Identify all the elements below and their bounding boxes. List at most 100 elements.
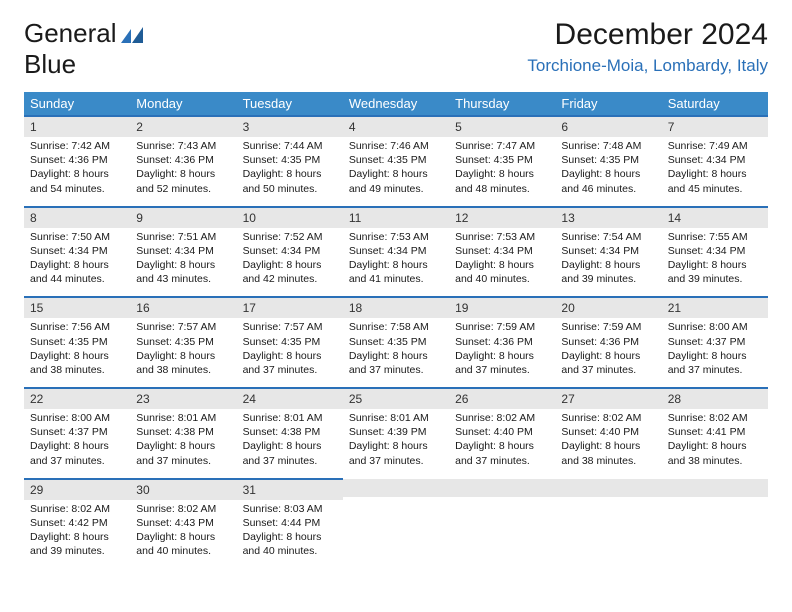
day-number: 21	[662, 298, 768, 318]
day-number: 26	[449, 389, 555, 409]
calendar-day-cell: 7Sunrise: 7:49 AMSunset: 4:34 PMDaylight…	[662, 116, 768, 207]
calendar-day-cell: 18Sunrise: 7:58 AMSunset: 4:35 PMDayligh…	[343, 297, 449, 388]
day-info: Sunrise: 8:02 AMSunset: 4:41 PMDaylight:…	[662, 409, 768, 478]
day-info: Sunrise: 7:43 AMSunset: 4:36 PMDaylight:…	[130, 137, 236, 206]
day-info: Sunrise: 8:02 AMSunset: 4:40 PMDaylight:…	[555, 409, 661, 478]
calendar-day-cell: 24Sunrise: 8:01 AMSunset: 4:38 PMDayligh…	[237, 388, 343, 479]
day-header: Saturday	[662, 92, 768, 116]
calendar-week-row: 15Sunrise: 7:56 AMSunset: 4:35 PMDayligh…	[24, 297, 768, 388]
day-number	[662, 479, 768, 497]
day-number: 12	[449, 208, 555, 228]
day-info: Sunrise: 7:53 AMSunset: 4:34 PMDaylight:…	[343, 228, 449, 297]
calendar-day-cell: 25Sunrise: 8:01 AMSunset: 4:39 PMDayligh…	[343, 388, 449, 479]
day-number: 30	[130, 480, 236, 500]
day-number: 3	[237, 117, 343, 137]
calendar-day-cell: 14Sunrise: 7:55 AMSunset: 4:34 PMDayligh…	[662, 207, 768, 298]
day-info: Sunrise: 7:47 AMSunset: 4:35 PMDaylight:…	[449, 137, 555, 206]
day-number: 23	[130, 389, 236, 409]
day-number	[343, 479, 449, 497]
calendar-day-cell: 30Sunrise: 8:02 AMSunset: 4:43 PMDayligh…	[130, 479, 236, 569]
logo-icon	[121, 26, 143, 42]
calendar-day-cell: 6Sunrise: 7:48 AMSunset: 4:35 PMDaylight…	[555, 116, 661, 207]
day-number: 5	[449, 117, 555, 137]
calendar-day-cell: 3Sunrise: 7:44 AMSunset: 4:35 PMDaylight…	[237, 116, 343, 207]
calendar-week-row: 1Sunrise: 7:42 AMSunset: 4:36 PMDaylight…	[24, 116, 768, 207]
calendar-day-cell	[449, 479, 555, 569]
day-info: Sunrise: 7:50 AMSunset: 4:34 PMDaylight:…	[24, 228, 130, 297]
day-number: 27	[555, 389, 661, 409]
day-number: 29	[24, 480, 130, 500]
calendar-day-cell: 2Sunrise: 7:43 AMSunset: 4:36 PMDaylight…	[130, 116, 236, 207]
day-info: Sunrise: 7:55 AMSunset: 4:34 PMDaylight:…	[662, 228, 768, 297]
calendar-day-cell	[662, 479, 768, 569]
day-info: Sunrise: 8:01 AMSunset: 4:38 PMDaylight:…	[130, 409, 236, 478]
day-header: Sunday	[24, 92, 130, 116]
day-info	[449, 497, 555, 553]
day-number: 28	[662, 389, 768, 409]
day-info: Sunrise: 8:02 AMSunset: 4:40 PMDaylight:…	[449, 409, 555, 478]
day-info: Sunrise: 8:01 AMSunset: 4:38 PMDaylight:…	[237, 409, 343, 478]
calendar-day-cell: 19Sunrise: 7:59 AMSunset: 4:36 PMDayligh…	[449, 297, 555, 388]
day-info: Sunrise: 7:53 AMSunset: 4:34 PMDaylight:…	[449, 228, 555, 297]
day-number: 31	[237, 480, 343, 500]
day-header: Monday	[130, 92, 236, 116]
calendar-week-row: 8Sunrise: 7:50 AMSunset: 4:34 PMDaylight…	[24, 207, 768, 298]
calendar-day-cell	[555, 479, 661, 569]
day-number: 8	[24, 208, 130, 228]
day-info	[555, 497, 661, 553]
calendar-day-cell: 8Sunrise: 7:50 AMSunset: 4:34 PMDaylight…	[24, 207, 130, 298]
day-info	[662, 497, 768, 553]
calendar-week-row: 29Sunrise: 8:02 AMSunset: 4:42 PMDayligh…	[24, 479, 768, 569]
day-number: 22	[24, 389, 130, 409]
day-info: Sunrise: 7:49 AMSunset: 4:34 PMDaylight:…	[662, 137, 768, 206]
day-info: Sunrise: 7:48 AMSunset: 4:35 PMDaylight:…	[555, 137, 661, 206]
day-header-row: SundayMondayTuesdayWednesdayThursdayFrid…	[24, 92, 768, 116]
day-number: 16	[130, 298, 236, 318]
calendar-day-cell: 4Sunrise: 7:46 AMSunset: 4:35 PMDaylight…	[343, 116, 449, 207]
calendar-day-cell: 13Sunrise: 7:54 AMSunset: 4:34 PMDayligh…	[555, 207, 661, 298]
day-number: 10	[237, 208, 343, 228]
day-number: 11	[343, 208, 449, 228]
calendar-day-cell: 9Sunrise: 7:51 AMSunset: 4:34 PMDaylight…	[130, 207, 236, 298]
calendar-day-cell: 11Sunrise: 7:53 AMSunset: 4:34 PMDayligh…	[343, 207, 449, 298]
day-info: Sunrise: 8:03 AMSunset: 4:44 PMDaylight:…	[237, 500, 343, 569]
calendar-day-cell: 16Sunrise: 7:57 AMSunset: 4:35 PMDayligh…	[130, 297, 236, 388]
day-header: Friday	[555, 92, 661, 116]
day-info: Sunrise: 7:56 AMSunset: 4:35 PMDaylight:…	[24, 318, 130, 387]
calendar-day-cell: 15Sunrise: 7:56 AMSunset: 4:35 PMDayligh…	[24, 297, 130, 388]
calendar-day-cell: 27Sunrise: 8:02 AMSunset: 4:40 PMDayligh…	[555, 388, 661, 479]
day-number: 6	[555, 117, 661, 137]
day-info: Sunrise: 7:54 AMSunset: 4:34 PMDaylight:…	[555, 228, 661, 297]
calendar-day-cell: 21Sunrise: 8:00 AMSunset: 4:37 PMDayligh…	[662, 297, 768, 388]
calendar-day-cell: 20Sunrise: 7:59 AMSunset: 4:36 PMDayligh…	[555, 297, 661, 388]
calendar-day-cell: 1Sunrise: 7:42 AMSunset: 4:36 PMDaylight…	[24, 116, 130, 207]
day-info: Sunrise: 7:59 AMSunset: 4:36 PMDaylight:…	[555, 318, 661, 387]
day-info: Sunrise: 7:44 AMSunset: 4:35 PMDaylight:…	[237, 137, 343, 206]
calendar-day-cell: 28Sunrise: 8:02 AMSunset: 4:41 PMDayligh…	[662, 388, 768, 479]
day-info: Sunrise: 7:58 AMSunset: 4:35 PMDaylight:…	[343, 318, 449, 387]
day-number: 25	[343, 389, 449, 409]
calendar-day-cell: 22Sunrise: 8:00 AMSunset: 4:37 PMDayligh…	[24, 388, 130, 479]
day-number: 14	[662, 208, 768, 228]
calendar-day-cell: 5Sunrise: 7:47 AMSunset: 4:35 PMDaylight…	[449, 116, 555, 207]
day-header: Tuesday	[237, 92, 343, 116]
day-number	[555, 479, 661, 497]
day-number: 7	[662, 117, 768, 137]
day-number	[449, 479, 555, 497]
day-info: Sunrise: 8:02 AMSunset: 4:43 PMDaylight:…	[130, 500, 236, 569]
day-info: Sunrise: 7:57 AMSunset: 4:35 PMDaylight:…	[237, 318, 343, 387]
day-number: 15	[24, 298, 130, 318]
day-number: 9	[130, 208, 236, 228]
day-number: 18	[343, 298, 449, 318]
day-number: 2	[130, 117, 236, 137]
logo-text-blue: Blue	[24, 49, 143, 80]
logo-text-general: General	[24, 18, 117, 49]
day-info: Sunrise: 7:57 AMSunset: 4:35 PMDaylight:…	[130, 318, 236, 387]
calendar-day-cell: 10Sunrise: 7:52 AMSunset: 4:34 PMDayligh…	[237, 207, 343, 298]
header: General Blue December 2024 Torchione-Moi…	[24, 18, 768, 80]
day-info	[343, 497, 449, 553]
location-subtitle: Torchione-Moia, Lombardy, Italy	[527, 56, 768, 76]
day-number: 17	[237, 298, 343, 318]
calendar-day-cell	[343, 479, 449, 569]
day-info: Sunrise: 7:59 AMSunset: 4:36 PMDaylight:…	[449, 318, 555, 387]
